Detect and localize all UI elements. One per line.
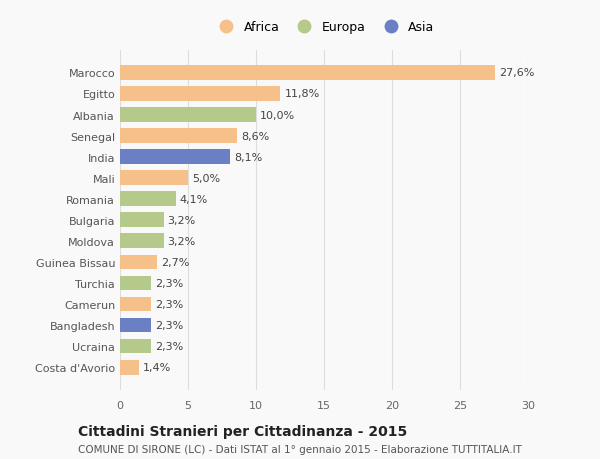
Bar (120, 129, 237, 144)
Text: 10,0%: 10,0% (260, 110, 295, 120)
Text: COMUNE DI SIRONE (LC) - Dati ISTAT al 1° gennaio 2015 - Elaborazione TUTTITALIA.: COMUNE DI SIRONE (LC) - Dati ISTAT al 1°… (78, 444, 522, 454)
Text: 8,1%: 8,1% (234, 152, 262, 162)
Bar (120, 66, 496, 81)
Text: 3,2%: 3,2% (167, 215, 196, 225)
Text: 2,3%: 2,3% (155, 278, 184, 288)
Text: 2,7%: 2,7% (161, 257, 189, 267)
Bar (120, 297, 151, 312)
Bar (120, 213, 164, 228)
Bar (120, 255, 157, 270)
Text: 2,3%: 2,3% (155, 341, 184, 351)
Text: 8,6%: 8,6% (241, 131, 269, 141)
Bar (120, 87, 280, 101)
Bar (120, 276, 151, 291)
Bar (120, 150, 230, 165)
Text: 11,8%: 11,8% (284, 90, 320, 99)
Text: 1,4%: 1,4% (143, 362, 172, 372)
Bar (120, 318, 151, 333)
Text: 3,2%: 3,2% (167, 236, 196, 246)
Bar (120, 339, 151, 354)
Text: 2,3%: 2,3% (155, 299, 184, 309)
Bar (120, 108, 256, 123)
Text: 4,1%: 4,1% (180, 194, 208, 204)
Bar (120, 171, 188, 185)
Legend: Africa, Europa, Asia: Africa, Europa, Asia (208, 16, 439, 39)
Bar (120, 234, 164, 249)
Text: 5,0%: 5,0% (192, 174, 220, 183)
Bar (120, 360, 139, 375)
Text: Cittadini Stranieri per Cittadinanza - 2015: Cittadini Stranieri per Cittadinanza - 2… (78, 425, 407, 438)
Bar (120, 192, 176, 207)
Text: 2,3%: 2,3% (155, 320, 184, 330)
Text: 27,6%: 27,6% (499, 68, 535, 78)
